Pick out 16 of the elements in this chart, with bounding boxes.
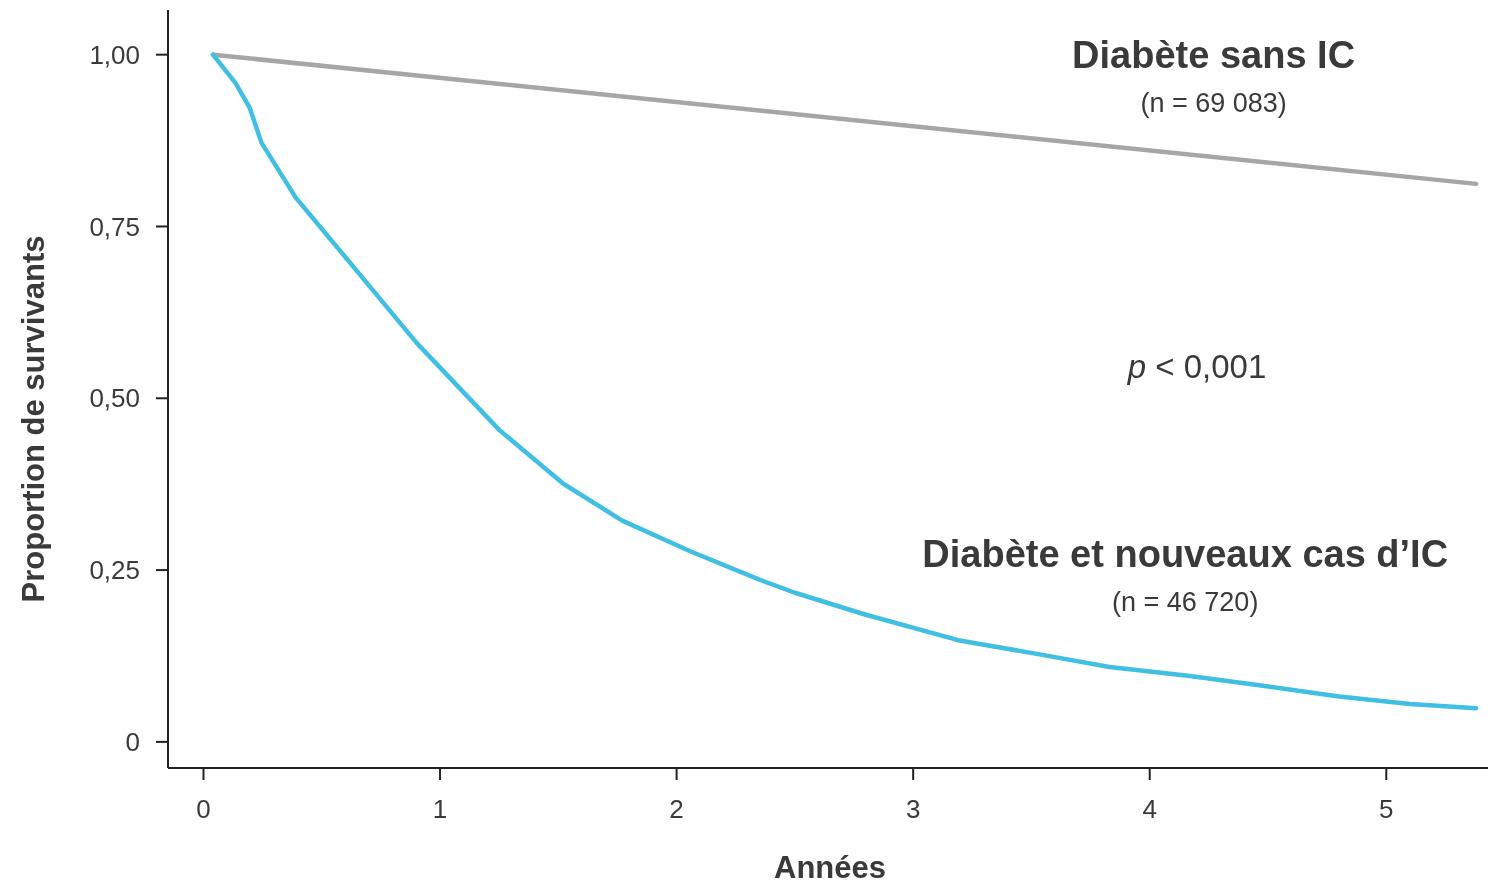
y-tick-label: 1,00 [89, 39, 140, 70]
annotation: p < 0,001 [1126, 347, 1267, 385]
x-tick-label: 5 [1379, 794, 1394, 824]
series-label: Diabète et nouveaux cas d’IC (n = 46 720) [922, 532, 1449, 617]
y-axis-title: Proportion de survivants [16, 235, 51, 603]
y-tick-label: 0,75 [89, 211, 140, 242]
x-tick-label: 2 [669, 794, 684, 824]
y-tick-label: 0,25 [89, 555, 140, 586]
x-tick-label: 0 [196, 794, 211, 824]
x-tick-label: 3 [905, 794, 921, 824]
x-tick-label: 1 [432, 794, 448, 824]
x-tick-label: 4 [1142, 794, 1157, 824]
y-tick-label: 0,50 [89, 383, 140, 414]
x-axis-title: Années [774, 850, 886, 885]
y-tick-label: 0 [125, 726, 140, 757]
series-label: Diabète sans IC (n = 69 083) [1072, 34, 1356, 119]
